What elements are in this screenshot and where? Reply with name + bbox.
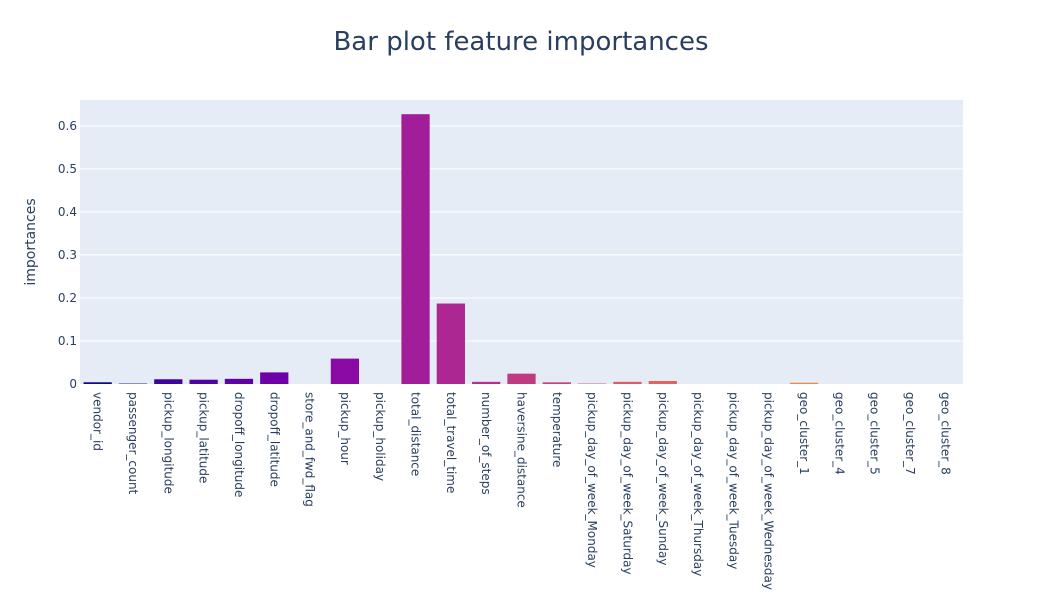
bar-temperature xyxy=(542,382,571,384)
y-tick-label: 0.3 xyxy=(58,248,77,262)
gridlines xyxy=(80,125,963,342)
x-tick-label: pickup_longitude xyxy=(161,392,175,494)
x-tick-label: geo_cluster_8 xyxy=(938,392,952,475)
x-tick-label: pickup_day_of_week_Thursday xyxy=(691,392,705,576)
x-tick-label: passenger_count xyxy=(126,392,140,495)
x-tick-label: total_travel_time xyxy=(444,392,458,493)
x-tick-label: haversine_distance xyxy=(515,392,529,508)
bar-pickup-longitude xyxy=(154,379,183,384)
chart-title: Bar plot feature importances xyxy=(333,27,708,57)
bar-geo-cluster-1 xyxy=(789,382,819,384)
bars xyxy=(83,114,819,384)
y-axis-ticks: 0 0.1 0.2 0.3 0.4 0.5 0.6 xyxy=(58,119,77,391)
x-tick-label: pickup_day_of_week_Monday xyxy=(585,392,599,568)
bar-haversine-distance xyxy=(507,373,536,384)
x-tick-label: temperature xyxy=(550,392,564,467)
x-tick-label: geo_cluster_5 xyxy=(868,392,882,475)
bar-pickup-day-of-week-Saturday xyxy=(613,381,642,384)
bar-total-travel-time xyxy=(436,303,465,384)
y-tick-label: 0 xyxy=(69,377,77,391)
bar-dropoff-latitude xyxy=(260,372,289,384)
x-tick-label: dropoff_latitude xyxy=(267,392,281,487)
y-axis-label: importances xyxy=(23,198,39,285)
y-tick-label: 0.4 xyxy=(58,205,77,219)
plot-area xyxy=(80,100,963,384)
x-tick-label: store_and_fwd_flag xyxy=(303,392,317,507)
x-tick-label: geo_cluster_1 xyxy=(797,392,811,475)
x-axis-ticks: vendor_id passenger_count pickup_longitude… xyxy=(91,392,953,590)
x-tick-label: geo_cluster_7 xyxy=(903,392,917,475)
x-tick-label: pickup_day_of_week_Saturday xyxy=(620,392,634,575)
bar-dropoff-longitude xyxy=(224,378,254,384)
x-tick-label: pickup_day_of_week_Tuesday xyxy=(726,392,740,569)
bar-pickup-day-of-week-Sunday xyxy=(648,380,677,384)
x-tick-label: geo_cluster_4 xyxy=(832,392,846,475)
x-tick-label: pickup_day_of_week_Sunday xyxy=(656,392,670,565)
bar-total-distance xyxy=(401,114,430,384)
y-tick-label: 0.5 xyxy=(58,162,77,176)
bar-number-of-steps xyxy=(472,381,501,384)
bar-pickup-hour xyxy=(330,358,360,384)
y-tick-label: 0.6 xyxy=(58,119,77,133)
bar-vendor-id xyxy=(83,382,112,384)
x-tick-label: number_of_steps xyxy=(479,392,493,495)
x-tick-label: pickup_day_of_week_Wednesday xyxy=(762,392,776,590)
x-tick-label: total_distance xyxy=(409,392,423,476)
x-tick-label: dropoff_longitude xyxy=(232,392,246,497)
y-tick-label: 0.2 xyxy=(58,291,77,305)
x-tick-label: pickup_holiday xyxy=(373,392,387,481)
x-tick-label: pickup_latitude xyxy=(197,392,211,483)
x-tick-label: pickup_hour xyxy=(338,392,352,465)
bar-pickup-latitude xyxy=(189,379,218,384)
x-tick-label: vendor_id xyxy=(91,392,105,451)
y-tick-label: 0.1 xyxy=(58,334,77,348)
